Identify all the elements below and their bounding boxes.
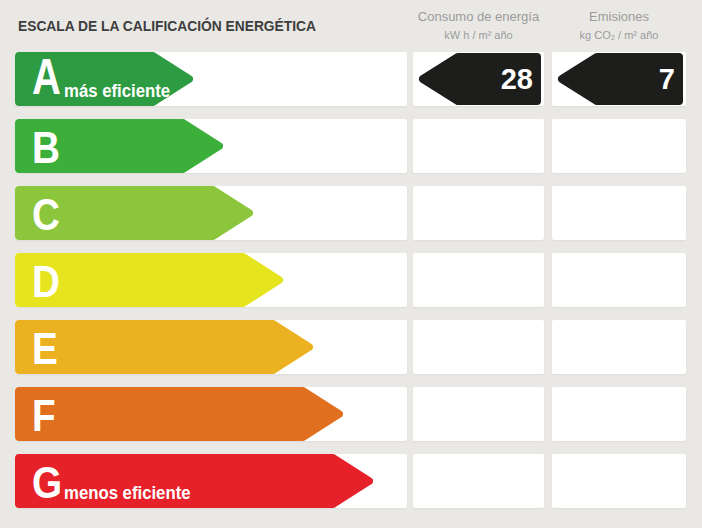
- rating-row-a: 28 7 A más eficiente: [0, 52, 702, 106]
- efficiency-label: más eficiente: [64, 81, 170, 102]
- column-header-emisiones: Emisiones kg CO₂ / m² año: [552, 9, 686, 41]
- emisiones-label: Emisiones: [552, 9, 686, 24]
- consumo-cell: [413, 320, 544, 374]
- emisiones-cell: [552, 119, 686, 173]
- page-title: ESCALA DE LA CALIFICACIÓN ENERGÉTICA: [18, 17, 316, 34]
- energy-rating-panel: ESCALA DE LA CALIFICACIÓN ENERGÉTICA Con…: [0, 0, 702, 528]
- emisiones-cell: [552, 186, 686, 240]
- emisiones-value: 7: [659, 53, 675, 105]
- rating-letter: A: [32, 52, 61, 106]
- consumo-cell: [413, 454, 544, 508]
- rating-row-g: G menos eficiente: [0, 454, 702, 508]
- rating-row-b: B: [0, 119, 702, 173]
- rating-row-f: F: [0, 387, 702, 441]
- emisiones-unit: kg CO₂ / m² año: [552, 29, 686, 41]
- rating-letter: F: [32, 387, 56, 441]
- rating-arrow-f: [15, 387, 343, 441]
- rating-letter: E: [32, 320, 58, 374]
- rating-letter: B: [32, 119, 60, 173]
- emisiones-cell: [552, 454, 686, 508]
- consumo-cell: [413, 186, 544, 240]
- rating-letter: G: [32, 454, 62, 508]
- consumo-cell: [413, 119, 544, 173]
- consumo-label: Consumo de energía: [413, 9, 544, 24]
- consumo-unit: kW h / m² año: [413, 29, 544, 41]
- emisiones-cell: [552, 253, 686, 307]
- consumo-cell: [413, 253, 544, 307]
- column-header-consumo: Consumo de energía kW h / m² año: [413, 9, 544, 41]
- emisiones-cell: [552, 387, 686, 441]
- consumo-value: 28: [501, 53, 533, 105]
- rating-row-d: D: [0, 253, 702, 307]
- rating-row-c: C: [0, 186, 702, 240]
- efficiency-label: menos eficiente: [64, 483, 191, 504]
- rating-letter: C: [32, 186, 60, 240]
- rating-letter: D: [32, 253, 60, 307]
- emisiones-cell: [552, 320, 686, 374]
- consumo-cell: [413, 387, 544, 441]
- rating-row-e: E: [0, 320, 702, 374]
- rating-arrow-e: [15, 320, 313, 374]
- emisiones-cell: 7: [552, 52, 686, 106]
- consumo-cell: 28: [413, 52, 544, 106]
